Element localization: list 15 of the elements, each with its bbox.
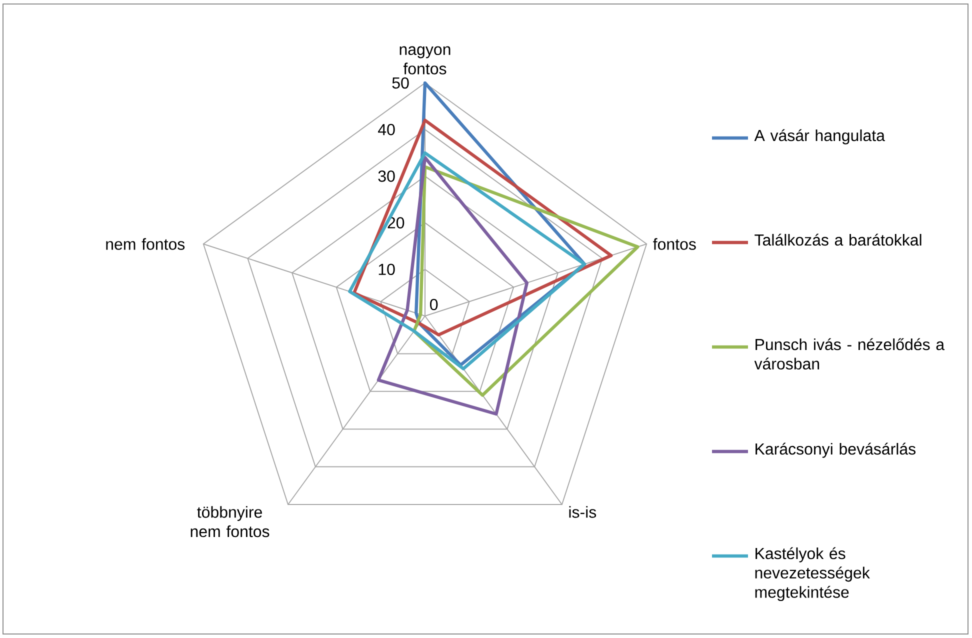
legend-label: Kastélyok és nevezetességek megtekintése — [755, 547, 870, 602]
y-tick-label: 10 — [378, 264, 395, 276]
y-tick-label: 30 — [378, 170, 395, 182]
y-tick-label: 0 — [430, 298, 438, 310]
legend-label: Punsch ivás - nézelődés a városban — [754, 338, 945, 370]
spoke-label: nagyon fontos — [400, 46, 450, 74]
legend-label: Karácsonyi bevásárlás — [756, 442, 916, 458]
legend-label: Találkozás a barátokkal — [754, 234, 922, 246]
spoke-label: fontos — [653, 238, 696, 250]
y-tick-label: 40 — [378, 124, 395, 136]
spoke-label: nem fontos — [106, 238, 185, 250]
spoke-label: többnyire nem fontos — [190, 506, 270, 538]
spoke-label: is-is — [569, 506, 596, 518]
y-tick-label: 50 — [392, 77, 409, 89]
legend-label: A vásár hangulata — [754, 129, 885, 144]
